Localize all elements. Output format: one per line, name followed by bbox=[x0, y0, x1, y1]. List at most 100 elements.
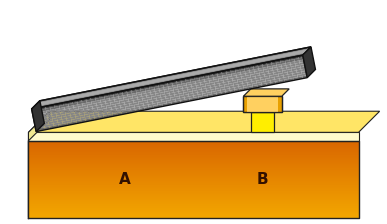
Polygon shape bbox=[253, 64, 258, 67]
Polygon shape bbox=[29, 176, 358, 177]
Polygon shape bbox=[164, 91, 170, 94]
Polygon shape bbox=[135, 109, 140, 112]
Polygon shape bbox=[276, 62, 281, 65]
Polygon shape bbox=[29, 157, 358, 158]
Polygon shape bbox=[29, 206, 358, 207]
Polygon shape bbox=[105, 98, 110, 101]
Polygon shape bbox=[151, 94, 156, 97]
Polygon shape bbox=[70, 110, 75, 113]
Polygon shape bbox=[296, 65, 300, 68]
Polygon shape bbox=[89, 115, 94, 118]
Polygon shape bbox=[123, 97, 128, 100]
Polygon shape bbox=[92, 108, 98, 111]
Polygon shape bbox=[199, 96, 203, 99]
Polygon shape bbox=[29, 189, 358, 190]
Polygon shape bbox=[29, 186, 358, 187]
Polygon shape bbox=[29, 210, 358, 211]
Polygon shape bbox=[156, 95, 161, 98]
Text: A: A bbox=[118, 172, 130, 187]
Polygon shape bbox=[197, 92, 202, 95]
Polygon shape bbox=[281, 61, 286, 64]
Polygon shape bbox=[132, 90, 137, 94]
Polygon shape bbox=[63, 123, 68, 126]
Polygon shape bbox=[29, 156, 358, 157]
Polygon shape bbox=[210, 82, 215, 85]
Polygon shape bbox=[196, 82, 200, 86]
Polygon shape bbox=[91, 101, 96, 104]
Polygon shape bbox=[205, 85, 211, 88]
Polygon shape bbox=[119, 100, 124, 103]
Polygon shape bbox=[29, 143, 358, 144]
Polygon shape bbox=[254, 71, 259, 74]
Polygon shape bbox=[162, 101, 167, 104]
Polygon shape bbox=[225, 88, 230, 92]
Polygon shape bbox=[67, 118, 71, 121]
Polygon shape bbox=[250, 72, 255, 75]
Polygon shape bbox=[210, 84, 215, 88]
Polygon shape bbox=[300, 62, 305, 65]
Polygon shape bbox=[258, 63, 262, 66]
Polygon shape bbox=[238, 86, 243, 89]
Polygon shape bbox=[174, 92, 179, 95]
Polygon shape bbox=[236, 72, 241, 75]
Polygon shape bbox=[29, 152, 358, 153]
Polygon shape bbox=[153, 105, 158, 108]
Polygon shape bbox=[241, 76, 246, 79]
Polygon shape bbox=[211, 87, 216, 90]
Polygon shape bbox=[196, 85, 201, 88]
Polygon shape bbox=[175, 98, 180, 101]
Polygon shape bbox=[159, 90, 164, 93]
Polygon shape bbox=[121, 107, 126, 110]
Polygon shape bbox=[36, 107, 41, 110]
Polygon shape bbox=[278, 71, 283, 74]
Polygon shape bbox=[219, 85, 224, 88]
Polygon shape bbox=[202, 91, 207, 94]
Polygon shape bbox=[301, 69, 306, 72]
Polygon shape bbox=[80, 115, 85, 118]
Polygon shape bbox=[107, 110, 112, 113]
Polygon shape bbox=[243, 83, 248, 86]
Polygon shape bbox=[29, 165, 358, 166]
Polygon shape bbox=[246, 75, 251, 78]
Polygon shape bbox=[93, 110, 98, 113]
Polygon shape bbox=[75, 116, 80, 119]
Polygon shape bbox=[281, 65, 286, 69]
Polygon shape bbox=[243, 96, 282, 112]
Polygon shape bbox=[240, 71, 245, 74]
Polygon shape bbox=[261, 79, 266, 82]
Polygon shape bbox=[190, 79, 195, 82]
Polygon shape bbox=[284, 77, 289, 80]
Polygon shape bbox=[113, 113, 118, 116]
Polygon shape bbox=[248, 84, 253, 87]
Polygon shape bbox=[29, 193, 358, 194]
Polygon shape bbox=[215, 86, 220, 89]
Polygon shape bbox=[42, 113, 47, 116]
Polygon shape bbox=[160, 92, 165, 95]
Polygon shape bbox=[182, 83, 187, 86]
Polygon shape bbox=[76, 120, 81, 123]
Polygon shape bbox=[170, 97, 175, 100]
Polygon shape bbox=[301, 71, 307, 74]
Polygon shape bbox=[189, 98, 194, 101]
Polygon shape bbox=[184, 97, 189, 100]
Polygon shape bbox=[188, 89, 192, 92]
Polygon shape bbox=[88, 106, 92, 110]
Polygon shape bbox=[116, 110, 122, 113]
Polygon shape bbox=[200, 79, 205, 82]
Polygon shape bbox=[110, 100, 115, 103]
Polygon shape bbox=[220, 87, 225, 90]
Polygon shape bbox=[29, 164, 358, 165]
Polygon shape bbox=[54, 103, 59, 107]
Polygon shape bbox=[108, 93, 113, 96]
Polygon shape bbox=[248, 65, 253, 68]
Polygon shape bbox=[245, 73, 250, 76]
Polygon shape bbox=[178, 88, 183, 92]
Polygon shape bbox=[34, 49, 309, 107]
Polygon shape bbox=[112, 111, 117, 114]
Polygon shape bbox=[29, 111, 50, 141]
Polygon shape bbox=[40, 127, 45, 131]
Polygon shape bbox=[211, 89, 216, 92]
Polygon shape bbox=[138, 99, 143, 102]
Polygon shape bbox=[228, 81, 233, 84]
Polygon shape bbox=[29, 154, 358, 155]
